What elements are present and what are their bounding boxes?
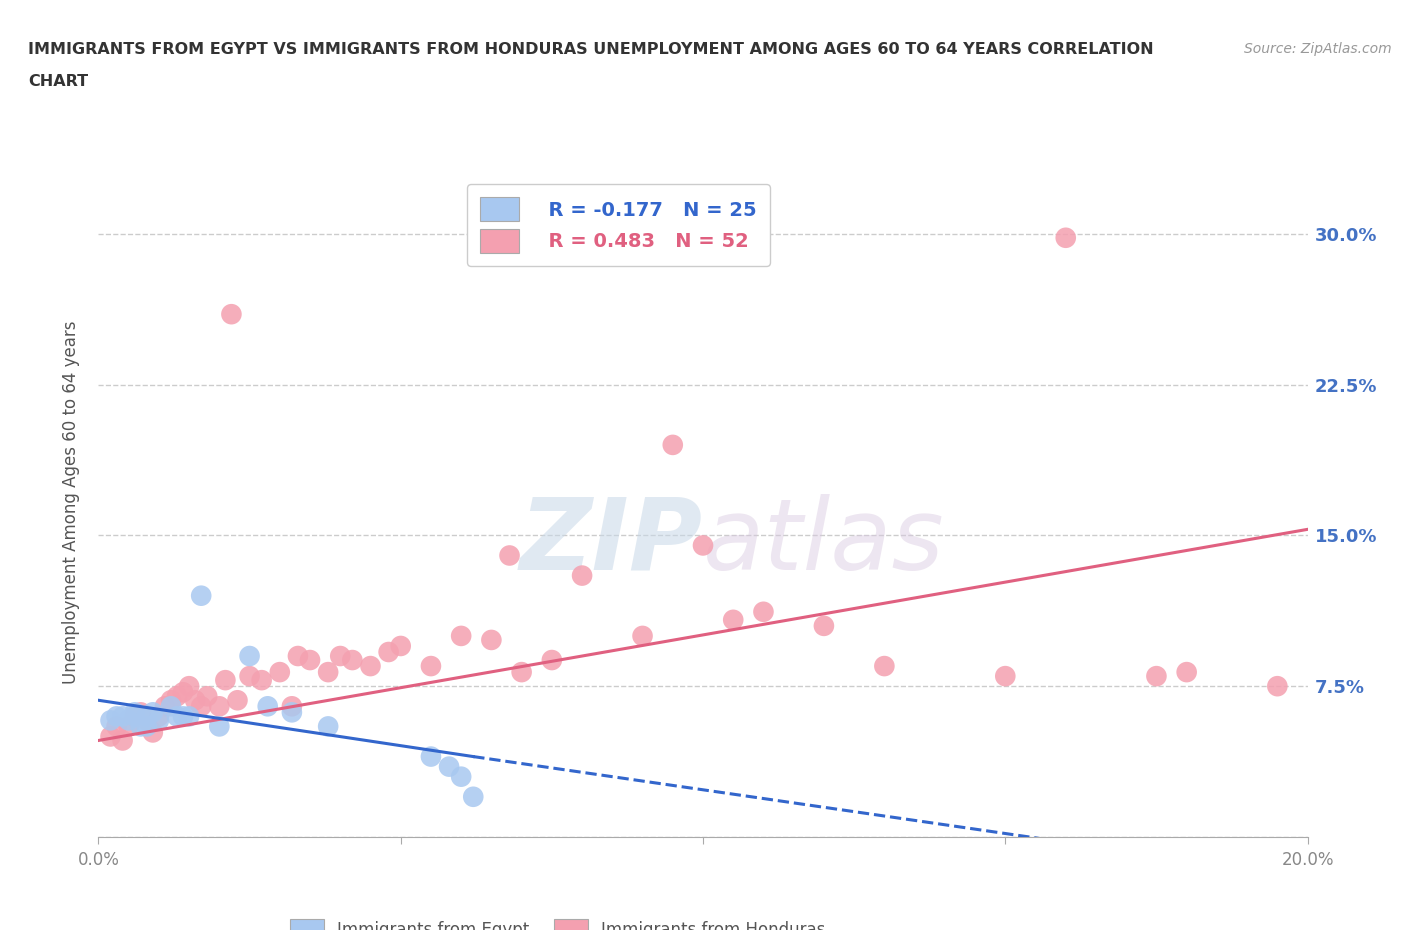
- Point: [160, 698, 183, 713]
- Point: [172, 684, 194, 699]
- Point: [111, 709, 134, 724]
- Point: [221, 307, 243, 322]
- Point: [287, 648, 309, 663]
- Point: [190, 589, 212, 604]
- Point: [316, 719, 339, 734]
- Point: [498, 548, 520, 563]
- Point: [166, 689, 188, 704]
- Point: [148, 709, 170, 724]
- Point: [111, 733, 134, 748]
- Point: [450, 769, 472, 784]
- Point: [299, 653, 322, 668]
- Legend: Immigrants from Egypt, Immigrants from Honduras: Immigrants from Egypt, Immigrants from H…: [277, 906, 839, 930]
- Point: [463, 790, 485, 804]
- Point: [166, 709, 188, 724]
- Point: [160, 693, 183, 708]
- Point: [214, 672, 236, 687]
- Point: [342, 653, 364, 668]
- Point: [179, 679, 201, 694]
- Point: [281, 705, 304, 720]
- Point: [437, 759, 460, 774]
- Point: [510, 665, 533, 680]
- Point: [329, 648, 352, 663]
- Point: [662, 437, 685, 452]
- Point: [1144, 669, 1167, 684]
- Point: [316, 665, 339, 680]
- Point: [135, 713, 157, 728]
- Point: [1054, 231, 1077, 246]
- Point: [208, 698, 231, 713]
- Point: [481, 632, 503, 647]
- Point: [184, 693, 207, 708]
- Point: [142, 725, 165, 740]
- Point: [813, 618, 835, 633]
- Point: [420, 658, 443, 673]
- Point: [269, 665, 291, 680]
- Point: [226, 693, 249, 708]
- Point: [692, 538, 714, 552]
- Point: [195, 689, 218, 704]
- Point: [142, 705, 165, 720]
- Text: ZIP: ZIP: [520, 494, 703, 591]
- Point: [377, 644, 399, 659]
- Point: [420, 750, 443, 764]
- Text: Source: ZipAtlas.com: Source: ZipAtlas.com: [1244, 42, 1392, 56]
- Point: [172, 709, 194, 724]
- Point: [360, 658, 382, 673]
- Point: [129, 719, 152, 734]
- Point: [105, 709, 128, 724]
- Point: [250, 672, 273, 687]
- Point: [1175, 665, 1198, 680]
- Point: [1267, 679, 1289, 694]
- Text: CHART: CHART: [28, 74, 89, 89]
- Point: [118, 719, 141, 734]
- Point: [873, 658, 896, 673]
- Point: [256, 698, 278, 713]
- Point: [105, 719, 128, 734]
- Point: [179, 709, 201, 724]
- Point: [389, 639, 412, 654]
- Point: [135, 719, 157, 734]
- Point: [135, 709, 157, 724]
- Point: [281, 698, 304, 713]
- Y-axis label: Unemployment Among Ages 60 to 64 years: Unemployment Among Ages 60 to 64 years: [62, 321, 80, 684]
- Point: [723, 612, 745, 627]
- Point: [994, 669, 1017, 684]
- Point: [208, 719, 231, 734]
- Point: [124, 709, 146, 724]
- Point: [100, 713, 122, 728]
- Point: [129, 705, 152, 720]
- Point: [540, 653, 562, 668]
- Point: [190, 698, 212, 713]
- Point: [239, 669, 262, 684]
- Point: [124, 709, 146, 724]
- Point: [631, 629, 654, 644]
- Point: [100, 729, 122, 744]
- Point: [239, 648, 262, 663]
- Text: IMMIGRANTS FROM EGYPT VS IMMIGRANTS FROM HONDURAS UNEMPLOYMENT AMONG AGES 60 TO : IMMIGRANTS FROM EGYPT VS IMMIGRANTS FROM…: [28, 42, 1154, 57]
- Point: [752, 604, 775, 619]
- Text: atlas: atlas: [703, 494, 945, 591]
- Point: [450, 629, 472, 644]
- Point: [153, 698, 176, 713]
- Point: [124, 705, 146, 720]
- Point: [118, 713, 141, 728]
- Point: [571, 568, 593, 583]
- Point: [148, 713, 170, 728]
